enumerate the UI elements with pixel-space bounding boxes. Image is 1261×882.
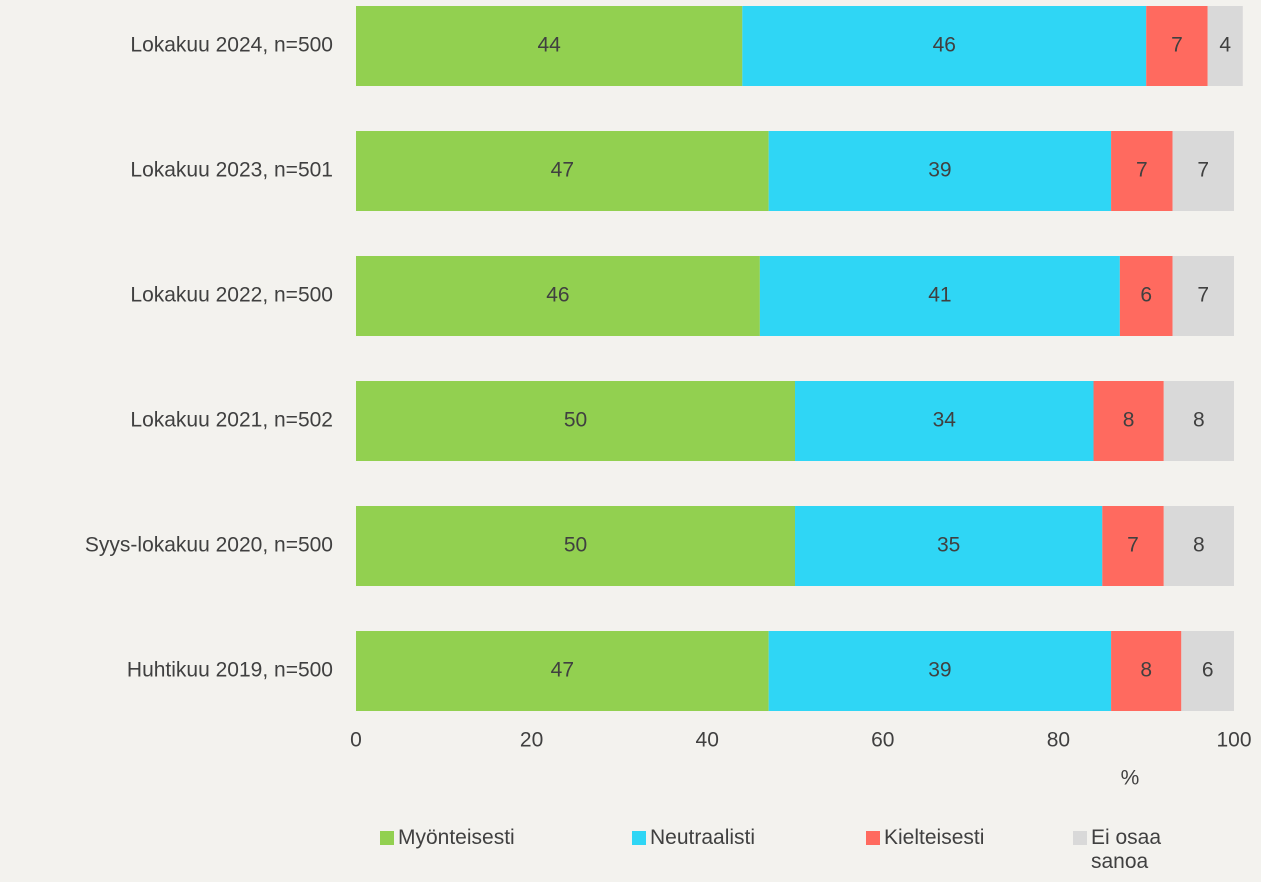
y-tick-label: Lokakuu 2023, n=501: [130, 159, 333, 182]
x-tick-label: 0: [350, 729, 362, 752]
bar-segment: [356, 6, 743, 86]
data-label: 50: [564, 534, 587, 557]
bar-segment: [1111, 631, 1182, 711]
bar-segment: [759, 256, 1120, 336]
legend-label: Myönteisesti: [398, 826, 515, 849]
data-label: 7: [1171, 34, 1183, 57]
data-label: 46: [933, 34, 956, 57]
legend-item: Kielteisesti: [866, 826, 984, 850]
x-tick-label: 40: [696, 729, 719, 752]
x-tick-label: 20: [520, 729, 543, 752]
bar-segment: [356, 631, 769, 711]
data-label: 6: [1202, 659, 1214, 682]
data-label: 6: [1140, 284, 1152, 307]
bar-segment: [356, 381, 795, 461]
bar-segment: [356, 256, 760, 336]
y-tick-label: Lokakuu 2021, n=502: [130, 409, 333, 432]
bar-segment: [1181, 631, 1234, 711]
data-label: 8: [1193, 409, 1205, 432]
data-label: 35: [937, 534, 960, 557]
bar-segment: [795, 381, 1094, 461]
legend-item: Myönteisesti: [380, 826, 515, 850]
bar-segment: [1119, 256, 1173, 336]
bar-segment: [1102, 506, 1164, 586]
data-label: 47: [551, 659, 574, 682]
x-tick-label: 60: [871, 729, 894, 752]
legend-label: Neutraalisti: [650, 826, 756, 849]
bar-segment: [356, 506, 795, 586]
data-label: 41: [928, 284, 951, 307]
data-label: 47: [551, 159, 574, 182]
y-tick-label: Huhtikuu 2019, n=500: [127, 659, 333, 682]
bar-segment: [768, 631, 1112, 711]
data-label: 39: [928, 659, 951, 682]
bar-segment: [1172, 256, 1234, 336]
legend-swatch: [380, 831, 394, 845]
data-label: 7: [1197, 284, 1209, 307]
data-label: 44: [537, 34, 561, 57]
bar-segment: [1163, 506, 1234, 586]
legend-swatch: [632, 831, 646, 845]
legend-item: Ei osaa sanoa: [1073, 826, 1171, 874]
x-axis-label: %: [1121, 767, 1140, 790]
legend-item: Neutraalisti: [632, 826, 755, 850]
bar-segment: [1093, 381, 1164, 461]
bar-segment: [1146, 6, 1208, 86]
bar-segment: [795, 506, 1103, 586]
bar-segment: [1163, 381, 1234, 461]
legend-label: Ei osaa sanoa: [1091, 826, 1162, 873]
x-tick-label: 100: [1216, 729, 1251, 752]
bar-segment: [1172, 131, 1234, 211]
bar-segment: [742, 6, 1147, 86]
data-label: 7: [1127, 534, 1139, 557]
legend-label: Kielteisesti: [884, 826, 985, 849]
data-label: 8: [1193, 534, 1205, 557]
y-tick-label: Syys-lokakuu 2020, n=500: [85, 534, 333, 557]
y-tick-label: Lokakuu 2024, n=500: [130, 34, 333, 57]
data-label: 39: [928, 159, 951, 182]
legend-swatch: [866, 831, 880, 845]
data-label: 7: [1197, 159, 1209, 182]
data-label: 4: [1219, 34, 1231, 57]
bar-segment: [1207, 6, 1243, 86]
data-label: 8: [1140, 659, 1152, 682]
bar-segment: [356, 131, 769, 211]
bar-segment: [1111, 131, 1173, 211]
data-label: 46: [546, 284, 569, 307]
data-label: 34: [933, 409, 957, 432]
data-label: 50: [564, 409, 587, 432]
x-tick-label: 80: [1047, 729, 1070, 752]
data-label: 8: [1123, 409, 1135, 432]
legend-swatch: [1073, 831, 1087, 845]
y-tick-label: Lokakuu 2022, n=500: [130, 284, 333, 307]
bar-segment: [768, 131, 1112, 211]
data-label: 7: [1136, 159, 1148, 182]
